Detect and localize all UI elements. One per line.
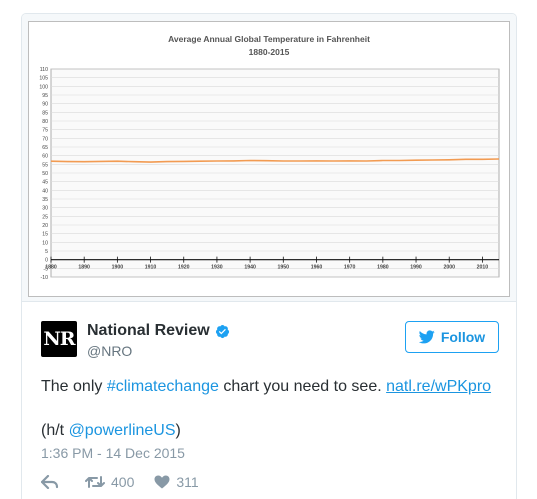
chart-title: Average Annual Global Temperature in Fah… [168,34,370,44]
retweet-button[interactable]: 400 [85,474,134,490]
x-tick-label: 2000 [443,265,455,271]
hashtag-link[interactable]: #climatechange [106,378,219,395]
follow-label: Follow [440,329,486,345]
y-tick-label: 25 [42,214,48,220]
credit-suffix: ) [175,422,181,439]
tweet-text-line-2: (h/t @powerlineUS) [41,420,491,442]
chart-canvas: Average Annual Global Temperature in Fah… [39,34,500,281]
y-tick-label: 40 [42,188,48,194]
x-tick-label: 1890 [78,265,90,271]
author-handle[interactable]: @NRO [87,343,133,359]
y-tick-label: 90 [42,102,48,108]
x-tick-label: 1880 [45,265,57,271]
x-tick-label: 1900 [112,265,124,271]
like-count: 311 [176,474,199,490]
mention-link[interactable]: @powerlineUS [68,422,176,439]
y-tick-label: 65 [42,145,48,151]
y-tick-label: 50 [42,171,48,177]
retweet-count: 400 [111,474,135,490]
temperature-chart: Average Annual Global Temperature in Fah… [28,21,510,297]
y-tick-label: 35 [42,197,48,203]
tweet-text-line-1: The only #climatechange chart you need t… [41,376,491,398]
follow-button[interactable]: Follow [405,321,499,353]
y-tick-label: 80 [42,119,48,125]
x-tick-label: 2010 [477,265,489,271]
retweet-icon [85,476,105,488]
x-tick-label: 1990 [410,265,422,271]
reply-button[interactable] [41,475,65,489]
tweet-text: The only #climatechange chart you need t… [41,376,491,442]
y-tick-label: 75 [42,128,48,134]
credit-prefix: (h/t [41,422,69,439]
tweet-text-middle: chart you need to see. [218,378,387,395]
x-tick-label: 1980 [377,265,389,271]
y-tick-label: 10 [42,240,48,246]
y-tick-label: 55 [42,162,48,168]
author-display-name[interactable]: National Review [87,322,230,340]
y-tick-label: 30 [42,206,48,212]
like-button[interactable]: 311 [154,474,199,490]
y-tick-label: 70 [42,136,48,142]
x-tick-label: 1910 [145,265,157,271]
x-tick-label: 1970 [344,265,356,271]
reply-icon [41,475,59,489]
x-tick-label: 1950 [278,265,290,271]
y-tick-label: 105 [39,76,48,82]
url-link[interactable]: natl.re/wPKpro [386,378,492,395]
y-tick-label: 110 [40,67,48,73]
y-tick-label: 5 [45,249,48,255]
y-tick-label: 100 [39,84,48,90]
heart-icon [154,475,170,489]
chart-subtitle: 1880-2015 [249,47,290,57]
y-tick-label: 20 [42,223,48,229]
x-tick-label: 1920 [178,265,190,271]
y-tick-label: 45 [42,180,48,186]
tweet-media[interactable]: Average Annual Global Temperature in Fah… [22,14,516,302]
y-tick-label: 95 [42,93,48,99]
y-tick-label: 15 [42,232,48,238]
tweet-actions: 400 311 [41,474,219,490]
x-tick-label: 1960 [311,265,323,271]
display-name-text: National Review [87,322,210,339]
x-tick-label: 1930 [211,265,223,271]
y-tick-label: -10 [41,275,49,281]
twitter-bird-icon [418,330,435,344]
y-tick-label: 60 [42,154,48,160]
avatar[interactable]: NR [41,321,77,357]
embedded-tweet-card: Average Annual Global Temperature in Fah… [21,13,517,499]
y-tick-label: 0 [45,258,48,264]
y-tick-label: -5 [43,266,48,272]
verified-badge-icon [215,324,230,339]
tweet-text-start: The only [41,378,107,395]
x-tick-label: 1940 [244,265,256,271]
tweet-author[interactable]: NR National Review @NRO [41,321,230,359]
temperature-series-line [50,158,500,163]
y-tick-label: 85 [42,110,48,116]
tweet-timestamp[interactable]: 1:36 PM - 14 Dec 2015 [41,445,185,461]
